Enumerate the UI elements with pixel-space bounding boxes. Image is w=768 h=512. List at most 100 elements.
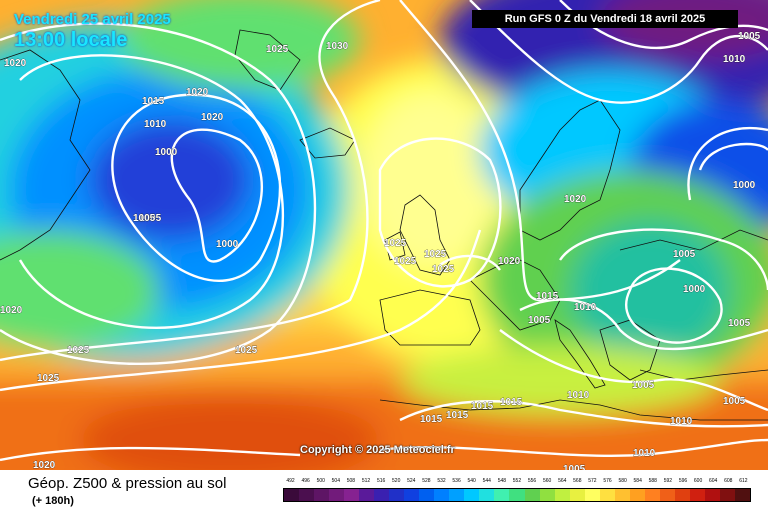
pressure-label: 1005 xyxy=(723,396,746,407)
pressure-label: 1000 xyxy=(155,147,178,158)
pressure-label: 1000 xyxy=(683,284,706,295)
forecast-date: Vendredi 25 avril 2025 xyxy=(14,11,171,28)
scale-tick-label: 592 xyxy=(663,478,673,484)
scale-tick-label: 524 xyxy=(407,478,416,484)
scale-swatch xyxy=(674,489,690,501)
pressure-label: 1005 xyxy=(728,318,751,329)
forecast-local-time: 13:00 locale xyxy=(14,29,128,51)
scale-tick-label: 504 xyxy=(331,478,340,484)
map-title: Géop. Z500 & pression au sol xyxy=(28,475,227,492)
pressure-label: 1015 xyxy=(471,401,494,412)
pressure-label: 1005 xyxy=(528,315,551,326)
scale-swatch xyxy=(389,489,405,501)
scale-tick-label: 552 xyxy=(512,478,522,484)
scale-tick-label: 588 xyxy=(648,478,657,484)
scale-swatch xyxy=(404,489,420,501)
scale-swatch xyxy=(494,489,510,501)
pressure-label: 1015 xyxy=(446,410,469,421)
pressure-label: 1005 xyxy=(133,213,156,224)
pressure-labels: 1020 1025 1030 1015 1020 1010 1020 1000 … xyxy=(0,31,761,470)
scale-tick-label: 500 xyxy=(316,478,325,484)
scale-swatch xyxy=(554,489,570,501)
pressure-label: 1025 xyxy=(67,345,90,356)
scale-tick-label: 520 xyxy=(392,478,401,484)
pressure-label: 1000 xyxy=(216,239,239,250)
pressure-label: 1010 xyxy=(723,54,746,65)
scale-tick-label: 612 xyxy=(739,478,748,484)
scale-tick-label: 496 xyxy=(301,478,310,484)
z500-color-field xyxy=(0,0,768,470)
pressure-label: 1025 xyxy=(235,345,258,356)
scale-tick-label: 572 xyxy=(588,478,597,484)
pressure-label: 1025 xyxy=(384,238,407,249)
scale-swatch xyxy=(719,489,735,501)
scale-swatch xyxy=(374,489,390,501)
pressure-label: 1010 xyxy=(633,448,656,459)
scale-swatch xyxy=(689,489,705,501)
scale-tick-label: 516 xyxy=(376,478,386,484)
copyright-notice: Copyright © 2025 Meteociel.fr xyxy=(300,444,455,456)
pressure-label: 1015 xyxy=(500,397,523,408)
scale-swatch xyxy=(569,489,585,501)
pressure-label: 1005 xyxy=(563,464,586,470)
scale-tick-label: 584 xyxy=(633,478,642,484)
pressure-label: 1025 xyxy=(394,256,417,267)
scale-tick-label: 508 xyxy=(346,478,356,484)
isobars xyxy=(0,0,768,462)
pressure-label: 1020 xyxy=(564,194,587,205)
pressure-label: 1025 xyxy=(37,373,60,384)
pressure-label: 1005 xyxy=(139,213,162,224)
scale-swatch xyxy=(479,489,495,501)
pressure-label: 1025 xyxy=(266,44,289,55)
pressure-label: 1020 xyxy=(4,58,27,69)
scale-tick-label: 528 xyxy=(422,478,431,484)
pressure-label: 1000 xyxy=(733,180,756,191)
scale-tick-label: 600 xyxy=(693,478,703,484)
model-run-banner: Run GFS 0 Z du Vendredi 18 avril 2025 xyxy=(472,10,738,28)
color-scale-bar xyxy=(283,488,751,502)
scale-swatch xyxy=(509,489,525,501)
scale-tick-label: 580 xyxy=(618,478,627,484)
scale-swatch xyxy=(329,489,345,501)
pressure-label: 1030 xyxy=(326,41,349,52)
scale-swatch xyxy=(419,489,435,501)
pressure-label: 1020 xyxy=(498,256,521,267)
scale-swatch xyxy=(614,489,630,501)
scale-swatch xyxy=(299,489,315,501)
scale-tick-label: 576 xyxy=(603,478,612,484)
pressure-label: 1015 xyxy=(536,291,559,302)
pressure-label: 1020 xyxy=(33,460,56,470)
scale-tick-label: 532 xyxy=(437,478,446,484)
scale-tick-label: 548 xyxy=(497,478,507,484)
scale-swatch xyxy=(464,489,480,501)
color-scale-legend: 492 496 500 504 508 512 516 520 524 528 532 536 540 5… xyxy=(283,478,751,506)
pressure-label: 1010 xyxy=(567,390,590,401)
scale-tick-label: 608 xyxy=(724,478,733,484)
color-scale-labels: 492 496 500 504 508 512 516 520 524 528 532 536 540 5… xyxy=(283,478,751,484)
pressure-label: 1010 xyxy=(670,416,693,427)
pressure-label: 1020 xyxy=(0,305,23,316)
pressure-label: 1015 xyxy=(420,414,443,425)
pressure-label: 1015 xyxy=(142,96,165,107)
scale-tick-label: 536 xyxy=(452,478,461,484)
pressure-label: 1005 xyxy=(632,380,655,391)
forecast-lead-time: (+ 180h) xyxy=(32,495,74,507)
pressure-label: 1020 xyxy=(186,87,209,98)
scale-swatch xyxy=(314,489,330,501)
scale-tick-label: 512 xyxy=(361,478,371,484)
scale-swatch xyxy=(344,489,360,501)
scale-tick-label: 492 xyxy=(286,478,295,484)
geopotential-pressure-map: 1020 1025 1030 1015 1020 1010 1020 1000 … xyxy=(0,0,768,470)
forecast-valid-time: Vendredi 25 avril 2025 13:00 locale xyxy=(14,11,171,52)
scale-tick-label: 540 xyxy=(467,478,476,484)
pressure-label: 1025 xyxy=(424,249,447,260)
scale-swatch xyxy=(704,489,720,501)
scale-tick-label: 556 xyxy=(527,478,537,484)
scale-swatch xyxy=(599,489,615,501)
scale-swatch xyxy=(359,489,375,501)
pressure-label: 1025 xyxy=(432,264,455,275)
pressure-label: 1005 xyxy=(673,249,696,260)
pressure-label: 1020 xyxy=(201,112,224,123)
scale-tick-label: 596 xyxy=(678,478,688,484)
